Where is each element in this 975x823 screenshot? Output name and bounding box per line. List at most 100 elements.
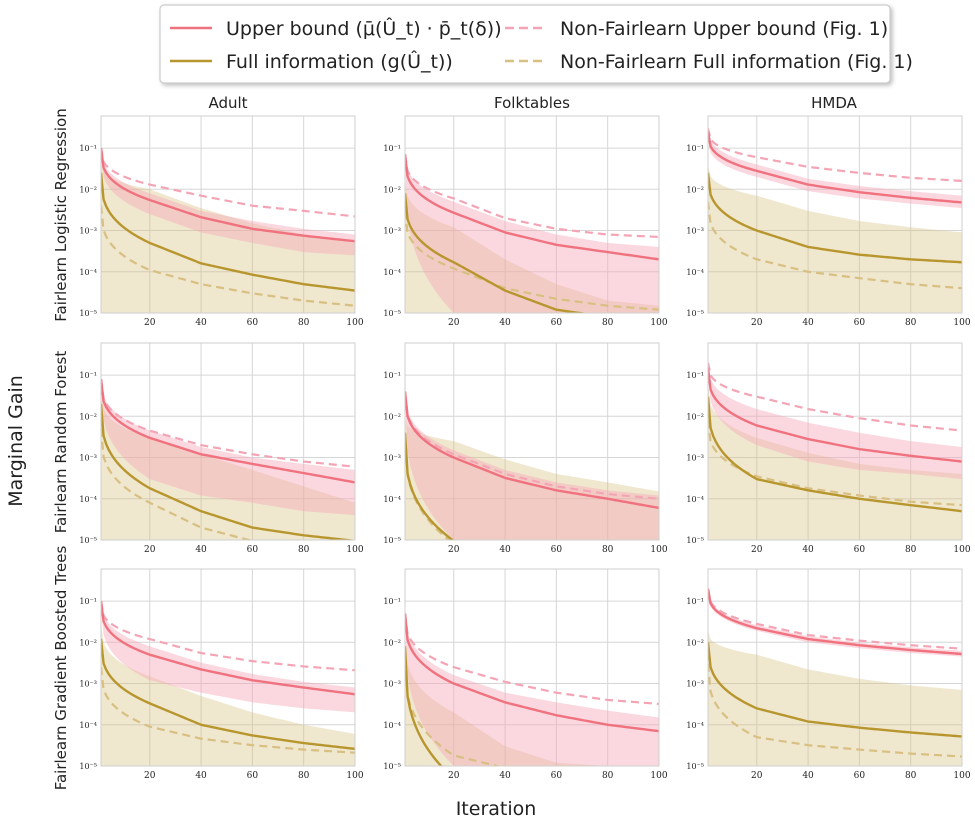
y-tick-label: 10⁻³ bbox=[79, 227, 97, 236]
x-tick-label: 20 bbox=[144, 771, 156, 781]
series-nf-upper-bound bbox=[708, 588, 962, 650]
y-tick-label: 10⁻⁴ bbox=[383, 268, 401, 277]
series-full-information bbox=[101, 638, 355, 751]
x-tick-label: 100 bbox=[346, 771, 363, 781]
band-upper-bound bbox=[405, 149, 659, 313]
column-title-hmda: HMDA bbox=[811, 94, 858, 112]
x-tick-label: 20 bbox=[751, 545, 763, 555]
legend-label-upper-bound: Upper bound (μ̄(Û_t) · p̄_t(δ)) bbox=[226, 16, 502, 40]
y-tick-label: 10⁻¹ bbox=[79, 597, 97, 606]
series-upper-bound bbox=[708, 588, 962, 656]
y-axis-label: Marginal Gain bbox=[5, 375, 27, 507]
band-full-information bbox=[101, 391, 355, 540]
panel-r2-c1: 20 40 60 80 100 10⁻¹ 10⁻² 10⁻³ 10⁻⁴ 10⁻⁵ bbox=[383, 568, 668, 781]
y-tick-label: 10⁻¹ bbox=[383, 144, 401, 153]
y-tick-label: 10⁻² bbox=[383, 185, 401, 194]
y-tick-label: 10⁻⁴ bbox=[686, 495, 704, 504]
column-title-adult: Adult bbox=[208, 94, 247, 112]
legend: Upper bound (μ̄(Û_t) · p̄_t(δ)) Full inf… bbox=[159, 4, 913, 84]
y-tick-label: 10⁻³ bbox=[686, 227, 704, 236]
x-tick-label: 20 bbox=[751, 318, 763, 328]
series-nf-upper-bound bbox=[405, 391, 659, 500]
x-tick-label: 80 bbox=[602, 771, 614, 781]
x-tick-label: 100 bbox=[346, 545, 363, 555]
series-nf-full-information bbox=[101, 667, 355, 754]
x-tick-label: 100 bbox=[650, 771, 667, 781]
plot-frame bbox=[100, 115, 356, 314]
y-tick-label: 10⁻³ bbox=[383, 680, 401, 689]
x-tick-label: 80 bbox=[298, 771, 310, 781]
panel-r2-c2: 20 40 60 80 100 10⁻¹ 10⁻² 10⁻³ 10⁻⁴ 10⁻⁵ bbox=[686, 568, 971, 781]
plot-frame bbox=[707, 342, 963, 541]
plot-area bbox=[708, 116, 962, 313]
plot-frame bbox=[404, 115, 660, 314]
series-nf-upper-bound bbox=[708, 128, 962, 182]
x-tick-label: 60 bbox=[854, 771, 866, 781]
series-upper-bound bbox=[405, 391, 659, 510]
series-upper-bound bbox=[708, 367, 962, 463]
series-full-information bbox=[708, 172, 962, 264]
panel-r0-c1: 20 40 60 80 100 10⁻¹ 10⁻² 10⁻³ 10⁻⁴ 10⁻⁵ bbox=[383, 115, 668, 328]
series-nf-full-information bbox=[101, 205, 355, 307]
series-upper-bound bbox=[101, 378, 355, 484]
series-full-information bbox=[405, 193, 589, 313]
y-tick-label: 10⁻⁵ bbox=[79, 762, 97, 771]
series-upper-bound bbox=[101, 147, 355, 243]
band-full-information bbox=[405, 176, 659, 313]
plot-area bbox=[405, 116, 659, 313]
x-tick-label: 80 bbox=[602, 318, 614, 328]
y-tick-label: 10⁻³ bbox=[383, 227, 401, 236]
series-nf-full-information bbox=[708, 420, 962, 507]
series-nf-upper-bound bbox=[101, 600, 355, 672]
y-tick-label: 10⁻³ bbox=[79, 680, 97, 689]
x-tick-label: 60 bbox=[551, 771, 563, 781]
y-tick-label: 10⁻⁵ bbox=[686, 309, 704, 318]
y-tick-label: 10⁻² bbox=[79, 185, 97, 194]
band-upper-bound bbox=[708, 360, 962, 480]
series-nf-upper-bound bbox=[405, 154, 659, 239]
y-tick-label: 10⁻⁴ bbox=[686, 721, 704, 730]
x-tick-label: 20 bbox=[448, 318, 460, 328]
plot-frame bbox=[100, 342, 356, 541]
plot-frame bbox=[707, 568, 963, 767]
x-tick-label: 40 bbox=[499, 318, 511, 328]
y-tick-label: 10⁻⁴ bbox=[79, 495, 97, 504]
plot-area bbox=[405, 343, 659, 540]
band-full-information bbox=[405, 635, 659, 766]
panels-grid: 20 40 60 80 100 10⁻¹ 10⁻² 10⁻³ 10⁻⁴ 10⁻⁵ 20 40 60 80 1… bbox=[79, 115, 971, 781]
band-upper-bound bbox=[101, 596, 355, 713]
y-tick-label: 10⁻¹ bbox=[383, 371, 401, 380]
x-tick-label: 60 bbox=[247, 545, 259, 555]
x-tick-label: 40 bbox=[195, 771, 207, 781]
row-title-gradient-boosted-trees: Fairlearn Gradient Boosted Trees bbox=[52, 546, 70, 791]
y-tick-label: 10⁻⁴ bbox=[383, 495, 401, 504]
x-tick-label: 20 bbox=[144, 545, 156, 555]
x-tick-label: 80 bbox=[905, 771, 917, 781]
series-nf-full-information bbox=[405, 210, 659, 311]
y-tick-label: 10⁻¹ bbox=[79, 144, 97, 153]
y-tick-label: 10⁻⁵ bbox=[383, 536, 401, 545]
plot-area bbox=[101, 116, 355, 313]
series-nf-full-information bbox=[708, 663, 962, 758]
x-tick-label: 40 bbox=[195, 318, 207, 328]
series-full-information bbox=[708, 642, 962, 738]
series-nf-upper-bound bbox=[101, 378, 355, 468]
x-tick-label: 60 bbox=[551, 318, 563, 328]
band-full-information bbox=[708, 164, 962, 313]
y-tick-label: 10⁻² bbox=[383, 638, 401, 647]
series-full-information bbox=[708, 396, 962, 513]
y-tick-label: 10⁻¹ bbox=[383, 597, 401, 606]
x-tick-label: 40 bbox=[499, 545, 511, 555]
y-tick-label: 10⁻⁵ bbox=[79, 536, 97, 545]
x-tick-label: 20 bbox=[448, 771, 460, 781]
y-tick-label: 10⁻² bbox=[79, 412, 97, 421]
x-tick-label: 100 bbox=[650, 545, 667, 555]
y-tick-label: 10⁻³ bbox=[383, 454, 401, 463]
x-tick-label: 80 bbox=[905, 545, 917, 555]
x-tick-label: 100 bbox=[650, 318, 667, 328]
series-full-information bbox=[101, 172, 355, 292]
plot-frame bbox=[404, 342, 660, 541]
row-title-logistic-regression: Fairlearn Logistic Regression bbox=[52, 108, 70, 321]
band-full-information bbox=[101, 160, 355, 313]
x-tick-label: 100 bbox=[953, 545, 970, 555]
